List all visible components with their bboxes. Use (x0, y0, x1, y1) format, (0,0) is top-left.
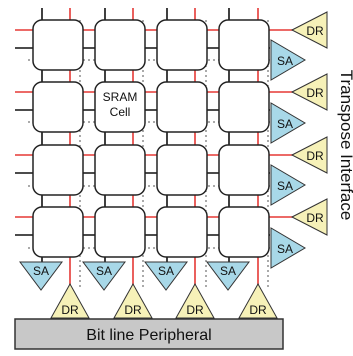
right-driver-label: DR (306, 86, 324, 100)
bottom-driver-label: DR (249, 303, 267, 317)
sram-cell (94, 144, 146, 196)
bottom-driver-label: DR (124, 303, 142, 317)
bottom-driver-label: DR (186, 303, 204, 317)
right-driver-label: DR (306, 24, 324, 38)
sram-cell-labeled (94, 81, 146, 133)
right-sense-amp (270, 227, 306, 269)
bottom-sense-amp (206, 261, 250, 291)
bottom-sense-amp-label: SA (158, 264, 174, 278)
sram-cell-label-line2: Cell (110, 105, 131, 119)
right-sense-amp (270, 164, 306, 206)
right-driver-label: DR (306, 211, 324, 225)
sram-cell (218, 206, 270, 258)
sram-cell (218, 19, 270, 71)
sram-cell (156, 19, 208, 71)
right-driver (290, 11, 328, 49)
sram-cell (218, 81, 270, 133)
sram-cell (156, 206, 208, 258)
sram-cell (156, 81, 208, 133)
sram-cell (218, 144, 270, 196)
bottom-driver-label: DR (61, 303, 79, 317)
sram-cell (94, 19, 146, 71)
bottom-sense-amp (144, 261, 188, 291)
sram-cell (32, 206, 84, 258)
bottom-driver (113, 282, 153, 319)
bottom-sense-amp-label: SA (96, 264, 112, 278)
bottom-sense-amp-label: SA (220, 264, 236, 278)
bit-line-peripheral-bar (14, 318, 284, 350)
sram-cell (32, 19, 84, 71)
right-driver (290, 198, 328, 236)
bottom-driver (175, 282, 215, 319)
transpose-interface-label: Transpose Interface (337, 70, 353, 221)
sram-cell (32, 81, 84, 133)
right-sense-amps (270, 39, 306, 269)
sram-cell (156, 144, 208, 196)
right-sense-amp-label: SA (277, 179, 293, 193)
right-driver (290, 136, 328, 174)
right-sense-amp-label: SA (277, 117, 293, 131)
bottom-drivers (50, 282, 278, 319)
right-sense-amp-label: SA (277, 242, 293, 256)
bottom-driver (238, 282, 278, 319)
right-sense-amp (270, 39, 306, 81)
right-drivers (290, 11, 328, 236)
bottom-driver (50, 282, 90, 319)
bit-line-peripheral-label: Bit line Peripheral (86, 327, 211, 344)
sram-cell (94, 206, 146, 258)
bottom-sense-amp (82, 261, 126, 291)
sram-cell-grid (32, 19, 270, 258)
right-driver-label: DR (306, 149, 324, 163)
right-driver (290, 73, 328, 111)
bottom-sense-amp-label: SA (33, 264, 49, 278)
bottom-sense-amp (19, 261, 63, 291)
sram-cell-label-line1: SRAM (103, 90, 138, 104)
right-sense-amp (270, 102, 306, 144)
right-sense-amp-label: SA (277, 54, 293, 68)
bottom-sense-amps (19, 261, 250, 291)
sram-cell (32, 144, 84, 196)
